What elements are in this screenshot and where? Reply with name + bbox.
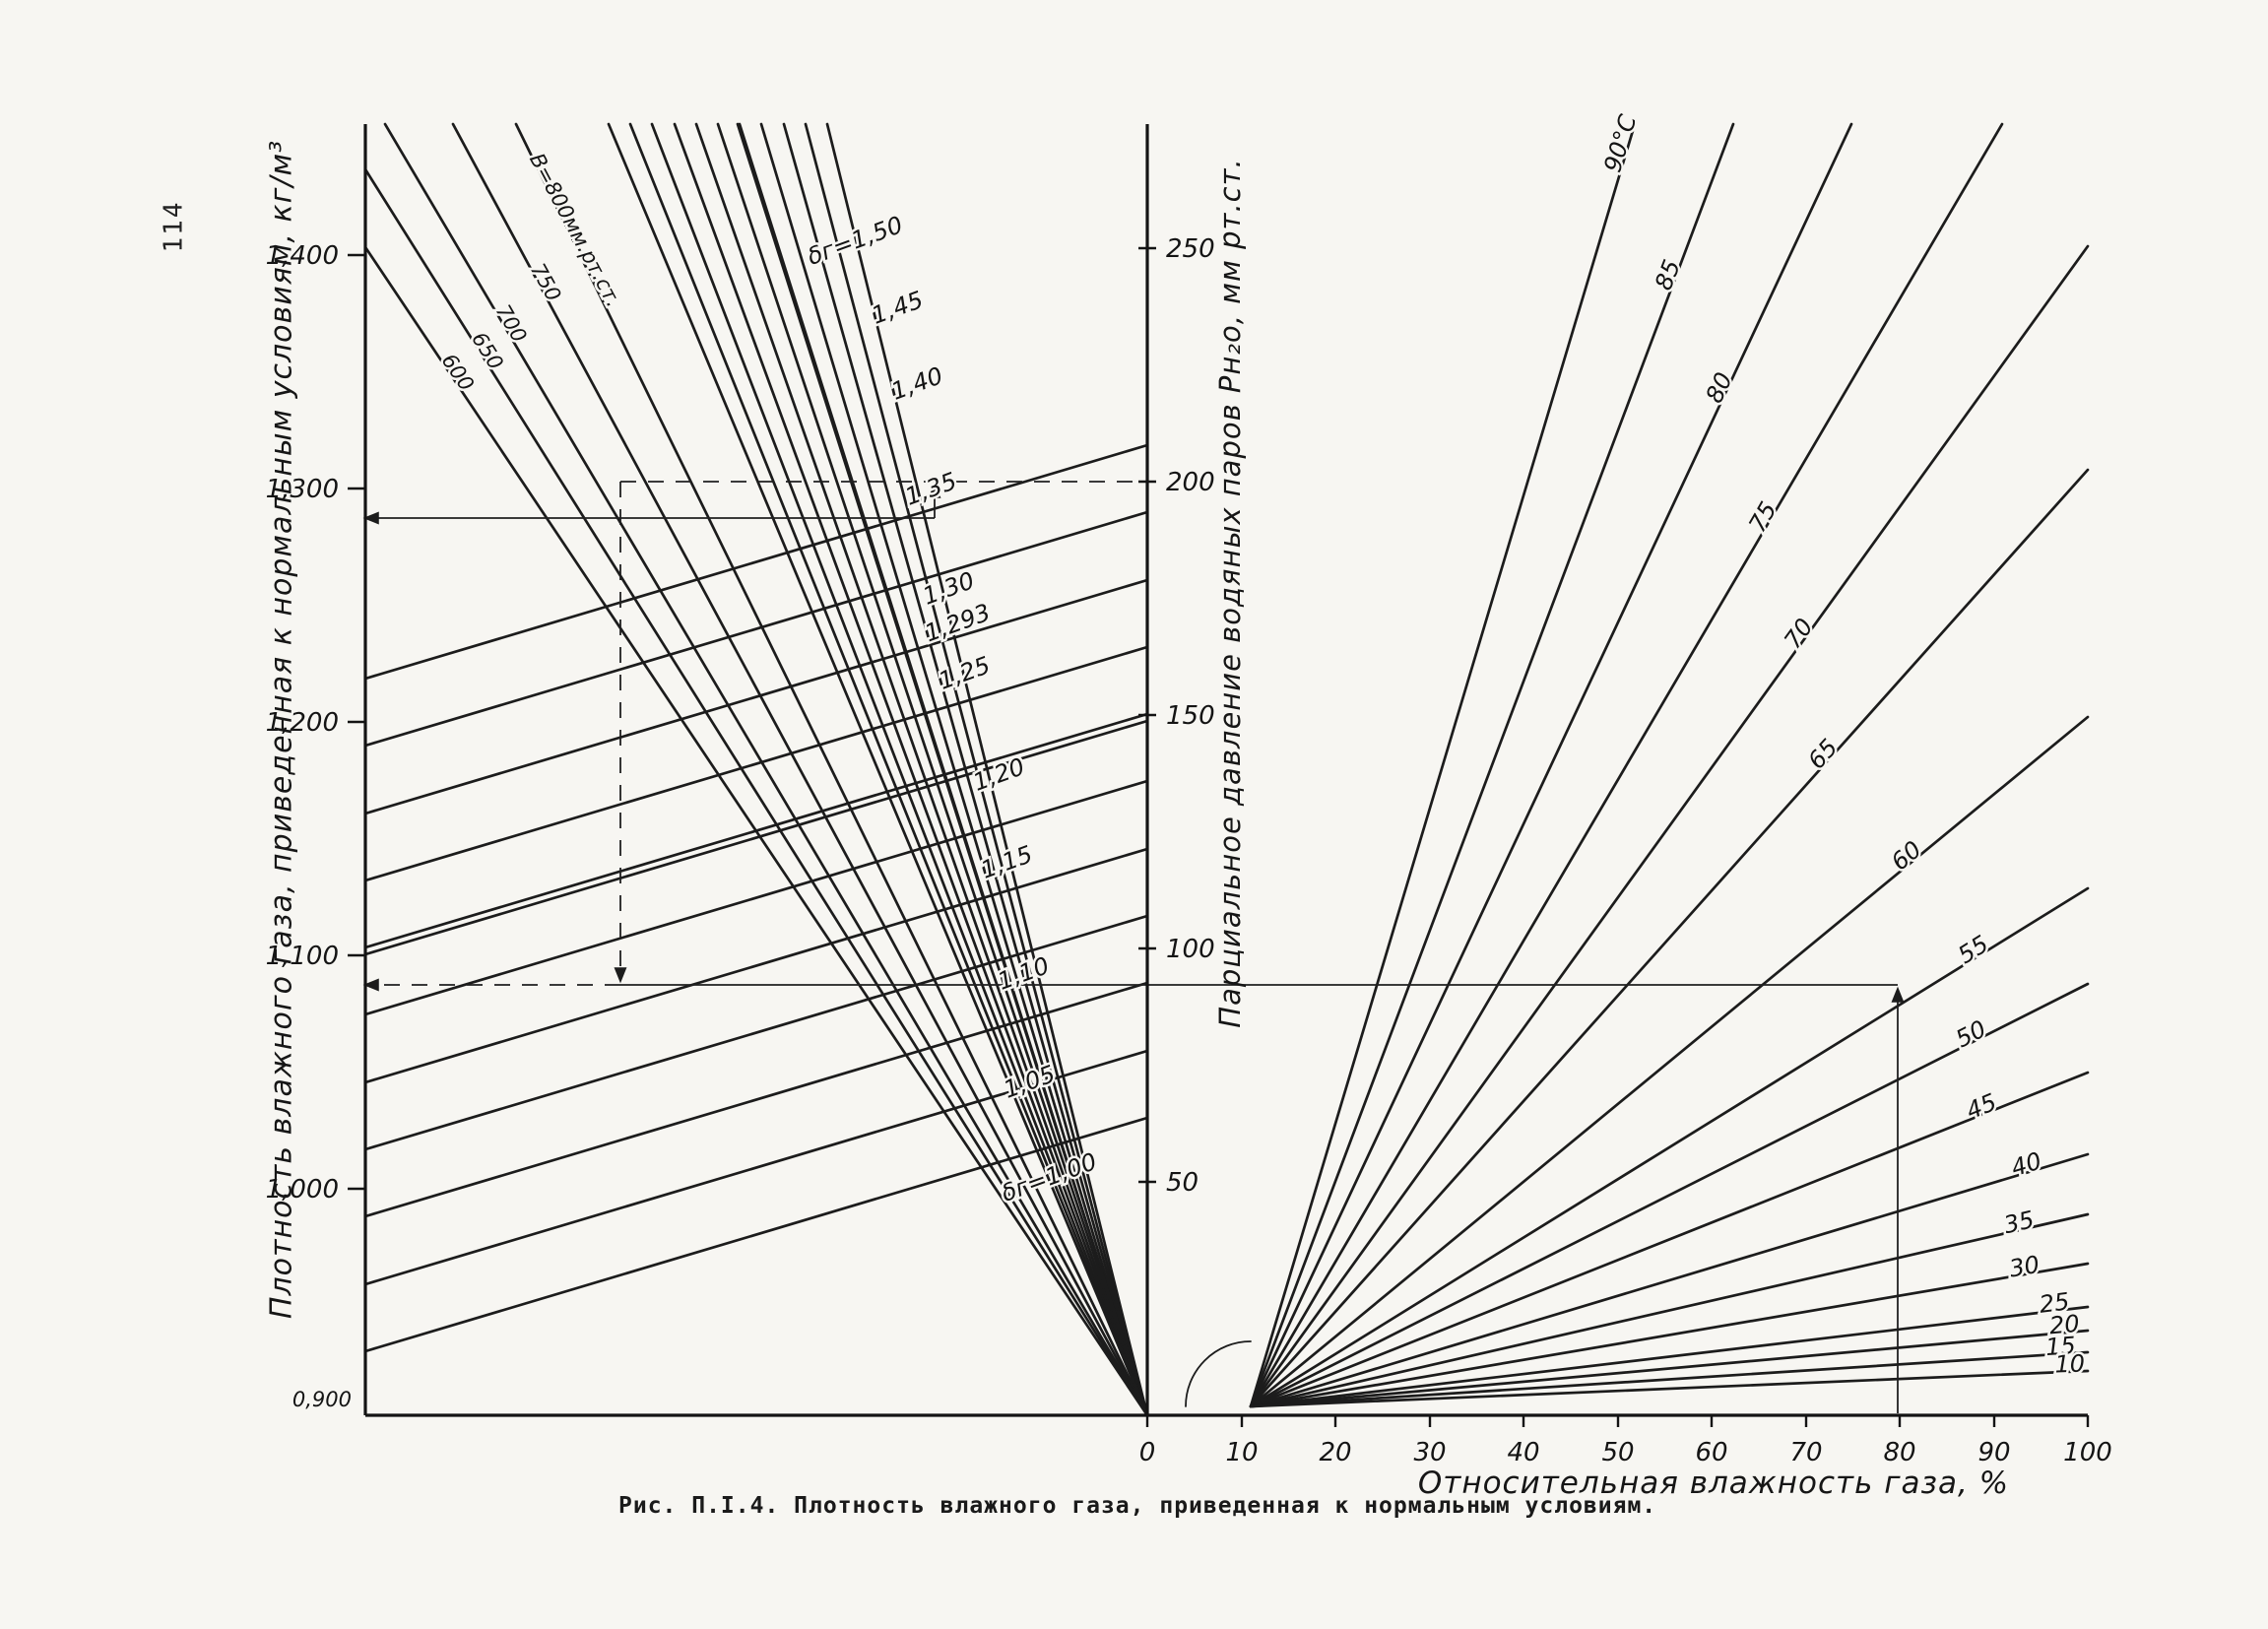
temperature-line-label: 20 [2048, 1310, 2081, 1340]
temperature-line [1249, 122, 1853, 1408]
dry-gas-density-line [363, 712, 1149, 949]
humidity-tick-label: 10 [1225, 1438, 1258, 1467]
temperature-line [1249, 715, 2090, 1408]
temperature-line-label: 25 [2038, 1287, 2071, 1319]
fan-origin-arc [1185, 1340, 1252, 1407]
delta-fan-line [650, 122, 1149, 1417]
dry-gas-density-line [363, 578, 1149, 815]
temperature-line-label: 55 [1953, 930, 1993, 969]
dry-gas-density-line [363, 1116, 1149, 1353]
temperature-line-label: 70 [1779, 614, 1819, 654]
temperature-line-label: 75 [1743, 497, 1782, 537]
pressure-tick-label: 150 [1166, 701, 1215, 731]
dry-gas-density-line [363, 443, 1149, 681]
temperature-line [1249, 1212, 2090, 1408]
figure-caption: Рис. П.I.4. Плотность влажного газа, при… [618, 1493, 1657, 1519]
temperature-line [1249, 1152, 2090, 1408]
temperature-line [1249, 1329, 2090, 1408]
delta-fan-line [716, 122, 1149, 1417]
humidity-tick-label: 80 [1883, 1438, 1915, 1467]
density-tick-label: 1,000 [266, 1175, 339, 1205]
barometric-line [514, 122, 1149, 1417]
humidity-tick-label: 60 [1695, 1438, 1727, 1467]
temperature-line-label: 65 [1802, 734, 1843, 774]
delta-fan-line [759, 122, 1149, 1417]
barometric-line [383, 122, 1149, 1417]
humidity-tick-label: 70 [1789, 1438, 1822, 1467]
temperature-line [1249, 468, 2090, 1408]
dry-gas-density-label: 1,40 [887, 361, 946, 406]
dry-gas-density-label: 1,45 [868, 286, 927, 330]
temperature-line-label: 90°C [1598, 111, 1642, 175]
barometric-line-label: 650 [467, 328, 508, 374]
barometric-line [363, 167, 1149, 1417]
barometric-line-label: 700 [491, 300, 532, 347]
humidity-tick-label: 40 [1507, 1438, 1539, 1467]
temperature-line-label: 40 [2008, 1146, 2044, 1182]
dry-gas-density-line [363, 981, 1149, 1218]
dry-gas-density-line [363, 1049, 1149, 1286]
temperature-line-label: 35 [2001, 1205, 2037, 1239]
temperature-line-label: 60 [1886, 835, 1926, 876]
delta-fan-line [782, 122, 1149, 1417]
barometric-line [451, 122, 1149, 1417]
humidity-tick-label: 0 [1139, 1438, 1156, 1467]
delta-fan-line [673, 122, 1149, 1417]
density-tick-label: 0,900 [292, 1388, 352, 1411]
barometric-line-label: 600 [437, 350, 479, 396]
dry-gas-density-line [363, 847, 1149, 1084]
dry-gas-density-line [363, 510, 1149, 748]
temperature-line [1249, 122, 1735, 1408]
dry-gas-density-label: 1,20 [969, 752, 1028, 797]
temperature-line [1249, 1071, 2090, 1408]
temperature-line-label: 10 [2054, 1349, 2086, 1378]
delta-fan-line [694, 122, 1149, 1417]
humidity-tick-label: 90 [1977, 1438, 2010, 1467]
temperature-line [1249, 1305, 2090, 1408]
delta-fan-line [628, 122, 1149, 1417]
temperature-line [1249, 122, 2004, 1408]
pressure-tick-label: 200 [1166, 468, 1215, 497]
temperature-line-label: 80 [1701, 368, 1738, 408]
temperature-line [1249, 1350, 2090, 1408]
delta-fan-line [736, 122, 1149, 1417]
dry-gas-density-line [363, 719, 1149, 956]
temperature-line [1249, 122, 1637, 1408]
humidity-tick-label: 20 [1319, 1438, 1351, 1467]
density-tick-label: 1,400 [266, 241, 339, 271]
dry-gas-density-label: δг=1,50 [804, 211, 906, 271]
delta-fan-line [804, 122, 1149, 1417]
density-tick-label: 1,100 [266, 942, 339, 971]
pressure-tick-label: 100 [1166, 935, 1215, 964]
humidity-tick-label: 100 [2063, 1438, 2112, 1467]
pressure-tick-label: 50 [1166, 1168, 1199, 1198]
density-tick-label: 1,200 [266, 708, 339, 738]
temperature-line [1249, 244, 2090, 1408]
humidity-tick-label: 50 [1601, 1438, 1634, 1467]
dry-gas-density-line [363, 914, 1149, 1151]
humidity-axis-title: Относительная влажность газа, % [1417, 1466, 2010, 1501]
density-axis-title: Плотность влажного газа, приведенная к н… [264, 139, 299, 1320]
temperature-line-label: 30 [2007, 1251, 2041, 1283]
delta-fan-line [607, 122, 1149, 1417]
temperature-line-label: 15 [2044, 1332, 2076, 1361]
dry-gas-density-line [363, 645, 1149, 882]
temperature-line-label: 50 [1951, 1014, 1990, 1053]
humidity-tick-label: 30 [1413, 1438, 1446, 1467]
temperature-line [1249, 886, 2090, 1408]
barometric-line-label: 750 [526, 259, 565, 305]
density-tick-label: 1,300 [266, 475, 339, 504]
dry-gas-density-label: 1,25 [935, 651, 994, 695]
pressure-tick-label: 250 [1166, 234, 1215, 264]
temperature-line [1249, 1369, 2090, 1408]
temperature-line [1249, 1262, 2090, 1408]
pressure-axis-title: Парциальное давление водяных паров Рн₂о,… [1213, 158, 1247, 1028]
temperature-line [1249, 982, 2090, 1408]
dry-gas-density-line [363, 779, 1149, 1016]
